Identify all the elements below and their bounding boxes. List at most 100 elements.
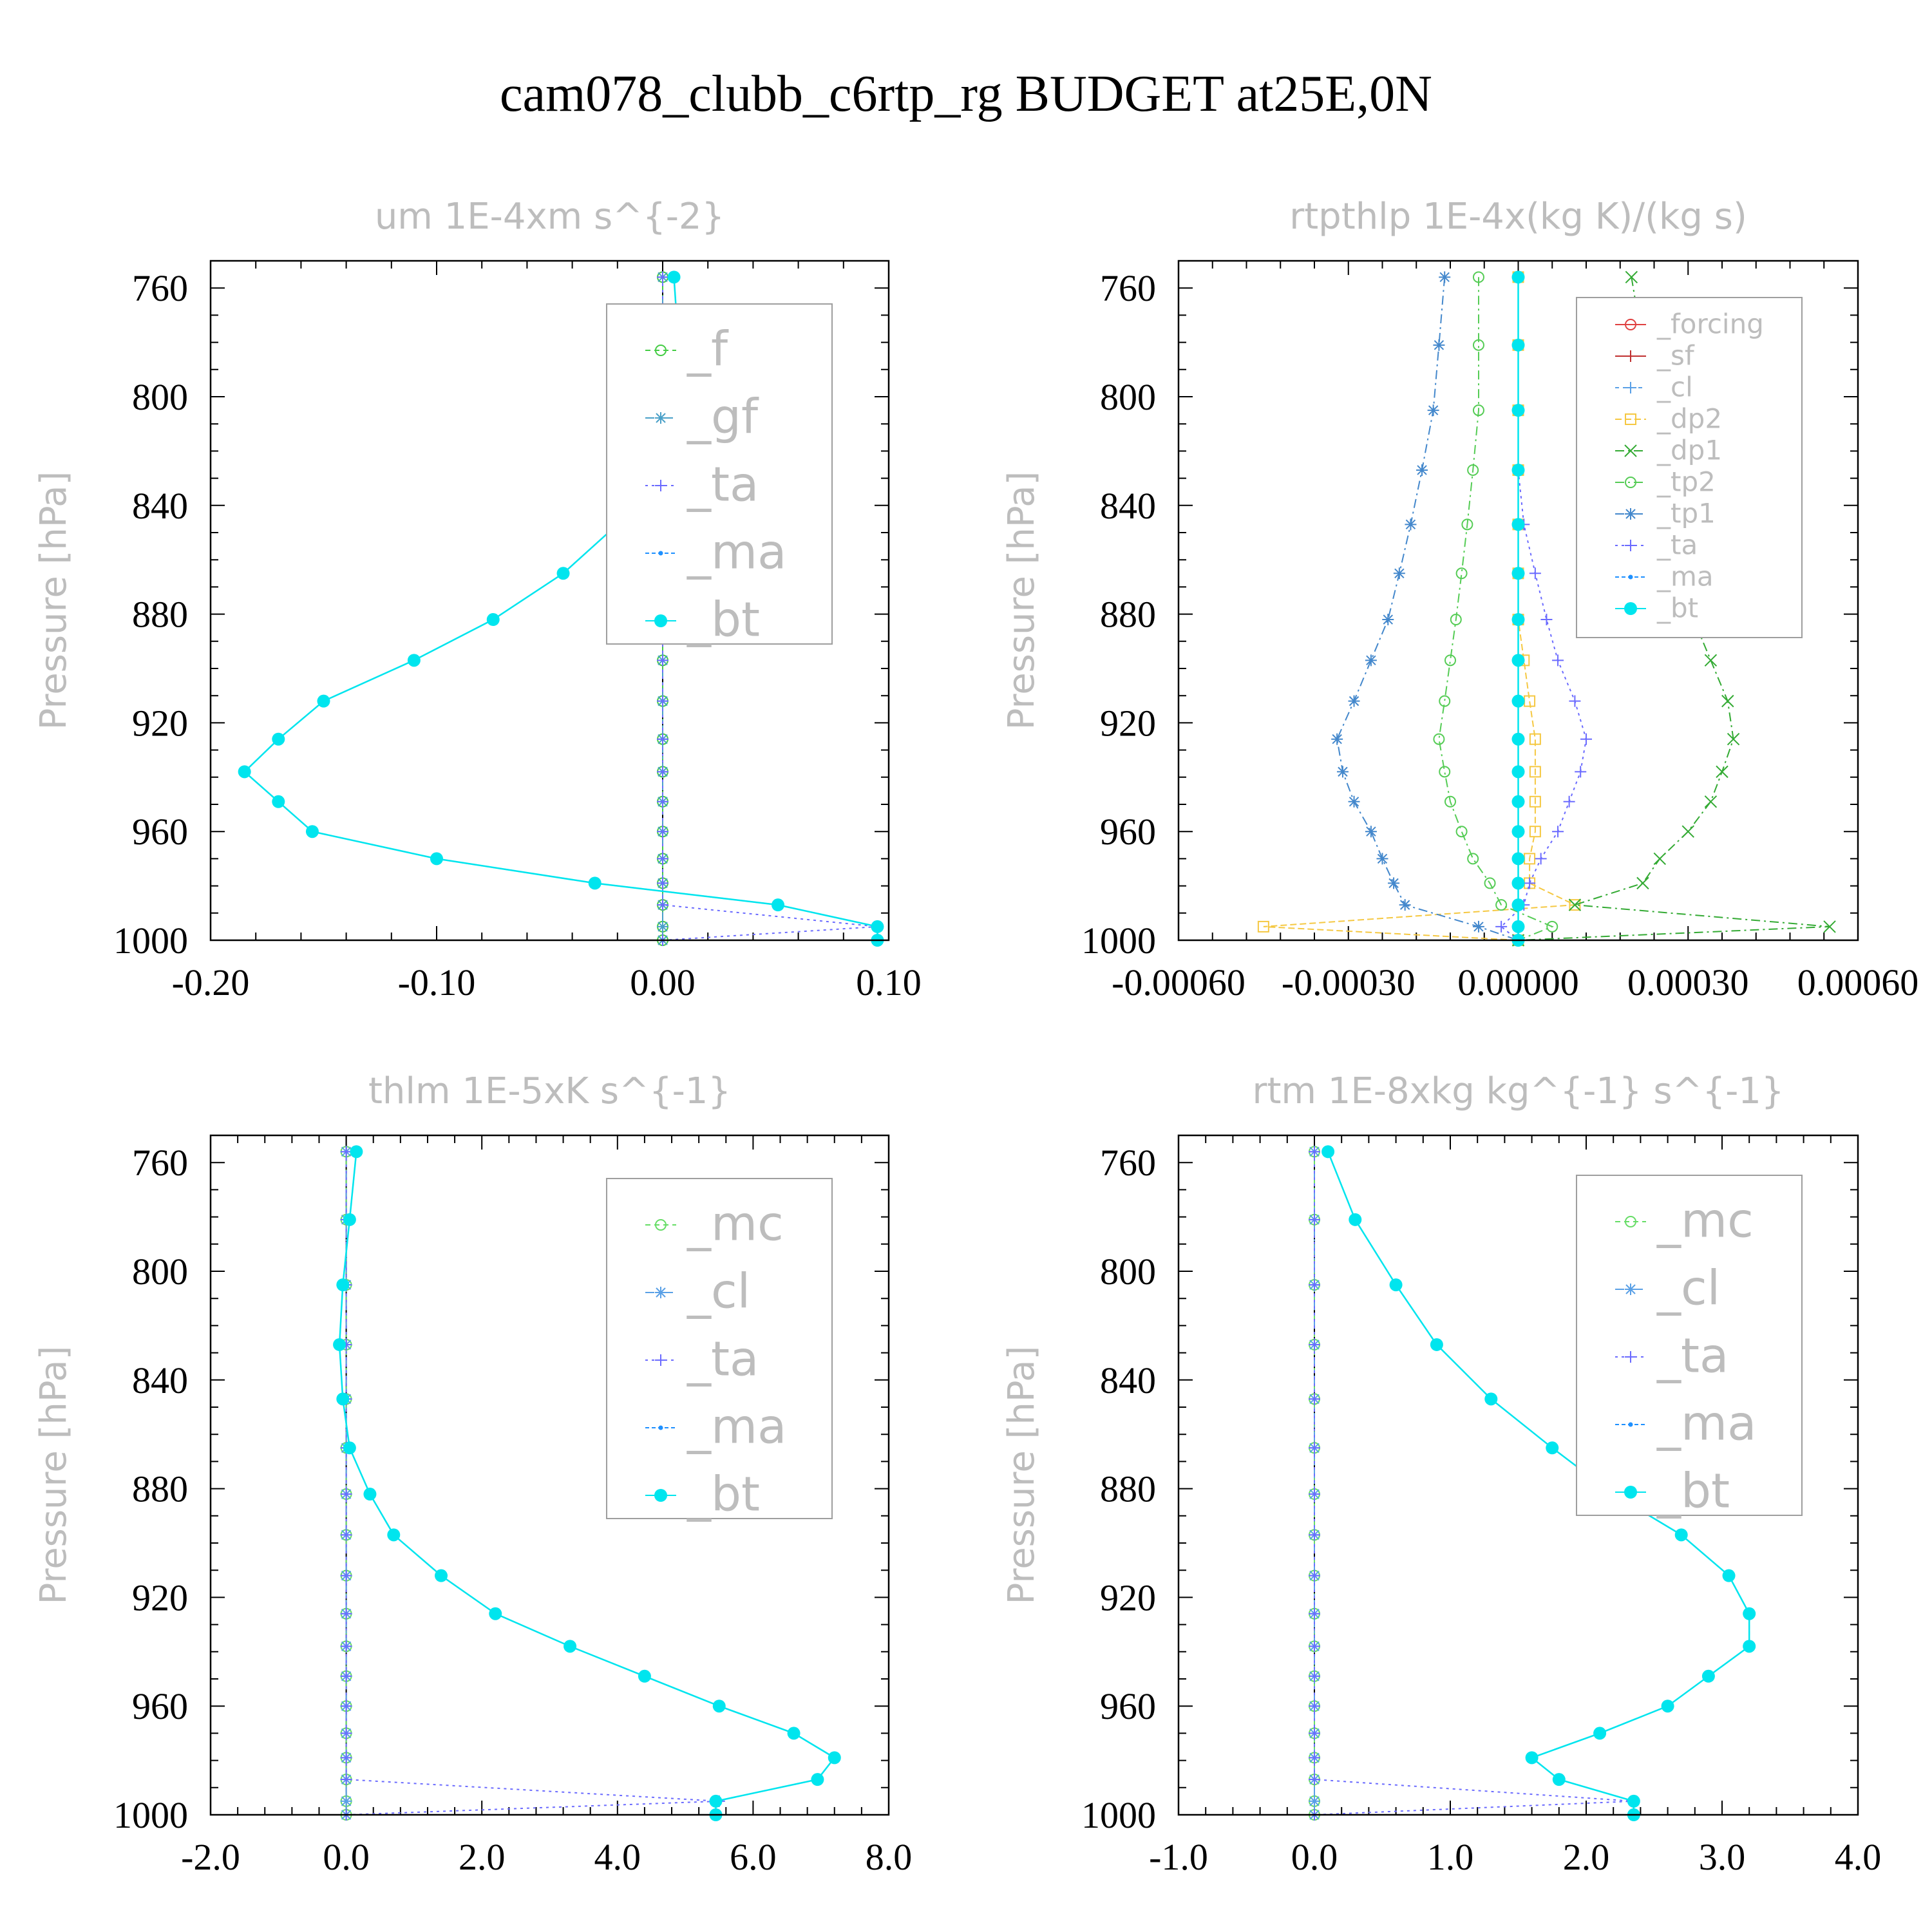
legend-box (1576, 1175, 1803, 1516)
data-point-bt (564, 1640, 577, 1653)
data-point-ta (657, 733, 668, 745)
y-tick-label: 840 (132, 1359, 188, 1401)
legend-marker-cl (655, 1287, 667, 1298)
legend-label: _f (687, 322, 729, 377)
y-tick-label: 840 (1100, 1359, 1156, 1401)
data-point-ta (340, 1607, 352, 1620)
legend-marker-sf (1625, 350, 1636, 362)
data-point-ta (1524, 877, 1536, 889)
y-tick-label: 840 (1100, 485, 1156, 527)
data-point-bt (1546, 1441, 1559, 1455)
x-tick-label: -2.0 (181, 1836, 240, 1878)
data-point-dp2 (1529, 826, 1541, 838)
legend-marker-mc (1625, 1216, 1636, 1227)
y-tick-label: 960 (132, 811, 188, 853)
y-tick-label: 800 (132, 376, 188, 418)
plot-area (1309, 1145, 1756, 1821)
legend-entry-bt: _bt (1615, 1464, 1730, 1519)
x-tick-label: 0.0 (323, 1836, 370, 1878)
legend-box (606, 1178, 833, 1519)
data-point-bt (1511, 270, 1525, 284)
y-tick-label: 880 (132, 1468, 188, 1510)
y-tick-label: 800 (132, 1251, 188, 1293)
data-point-ta (340, 1727, 352, 1739)
y-tick-label: 920 (132, 1577, 188, 1618)
data-point-bt (1511, 765, 1525, 779)
data-point-bt (486, 613, 500, 627)
data-point-ta (1309, 1700, 1320, 1712)
data-point-cl (1309, 1795, 1320, 1807)
chart-panel-2: rtpthlp 1E-4x(kg K)/(kg s) Pressure [hPa]… (1001, 196, 1918, 1003)
data-point-ta (1309, 1393, 1320, 1405)
data-point-ta (1540, 614, 1553, 626)
axis-ticks: 760 800 840 880 920 960 1000-0.00060 -0.00030 0.… (1081, 260, 1918, 1003)
data-point-bt (1430, 1338, 1443, 1351)
legend-label: _bt (687, 1467, 760, 1522)
data-point-dp1 (1823, 920, 1836, 933)
y-tick-label: 880 (1100, 1468, 1156, 1510)
series-bt (1511, 270, 1525, 947)
data-point-bt (1511, 404, 1525, 417)
data-point-dp1 (1721, 694, 1734, 708)
data-point-ta (657, 766, 668, 778)
data-point-bt (336, 1392, 350, 1406)
legend-entry-ta: _ta (1615, 529, 1698, 560)
data-point-dp2 (1529, 795, 1541, 808)
x-tick-label: 0.10 (856, 961, 922, 1003)
data-point-bt (1511, 463, 1525, 477)
legend-label: _tp1 (1656, 497, 1716, 529)
data-point-tp1 (1382, 614, 1394, 626)
data-point-ta (657, 654, 668, 667)
y-tick-label: 1000 (113, 920, 188, 961)
x-tick-label: -0.10 (398, 961, 476, 1003)
data-point-tp2 (1433, 733, 1445, 745)
data-point-ta (1552, 654, 1564, 667)
legend-box (606, 303, 833, 645)
series-bt (333, 1145, 841, 1821)
legend-label: _mc (687, 1197, 784, 1252)
legend-label: _ma (687, 525, 786, 580)
data-point-bt (1511, 795, 1525, 808)
data-point-tp2 (1461, 518, 1473, 531)
legend-entry-ma: _ma (1615, 1396, 1756, 1452)
data-point-ta (1309, 1213, 1320, 1226)
y-tick-label: 960 (1100, 1685, 1156, 1727)
data-point-tp1 (1433, 339, 1445, 351)
data-point-tp2 (1450, 614, 1462, 626)
data-point-ta (1309, 1569, 1320, 1582)
data-point-bt (333, 1338, 346, 1351)
data-point-dp2 (1569, 899, 1581, 911)
data-point-ta (1309, 1752, 1320, 1764)
data-point-ta (340, 1774, 352, 1786)
legend-label: _bt (1656, 1464, 1730, 1519)
data-point-cl (340, 1795, 352, 1807)
legend-label: _ta (687, 1332, 759, 1387)
legend-entry-ta: _ta (645, 1332, 759, 1387)
plot-frame (1177, 260, 1859, 942)
data-point-ta (1529, 567, 1541, 580)
data-point-bt (1627, 1794, 1640, 1808)
legend-label: _forcing (1656, 308, 1764, 339)
data-point-bt (430, 852, 443, 866)
legend-marker-cl (1625, 1283, 1636, 1295)
axis-ticks: 760 800 840 880 920 960 1000-2.0 0.0 2.0 4.0 6.0 8.… (113, 1135, 912, 1878)
chart-panel-4: rtm 1E-8xkg kg^{-1} s^{-1} Pressure [hPa]… (1001, 1070, 1881, 1878)
legend-marker-f (655, 345, 667, 356)
x-tick-label: 0.00030 (1627, 961, 1749, 1003)
y-tick-label: 960 (1100, 811, 1156, 853)
data-point-tp2 (1439, 695, 1451, 707)
y-tick-label: 760 (1100, 1142, 1156, 1184)
data-point-bt (1349, 1213, 1362, 1226)
y-tick-label: 1000 (1081, 1794, 1156, 1836)
data-point-ta (657, 695, 668, 707)
data-point-bt (1511, 825, 1525, 838)
data-point-bt (1722, 1569, 1736, 1582)
y-tick-label: 760 (132, 267, 188, 309)
legend-marker-tp2 (1625, 477, 1636, 488)
legend-entry-tp2: _tp2 (1615, 466, 1716, 497)
plot-frame (1177, 1134, 1859, 1816)
legend-entry-cl: _cl (1615, 371, 1693, 402)
legend-marker-cl (1625, 382, 1636, 393)
data-point-tp1 (1399, 899, 1411, 911)
legend-label: _mc (1656, 1193, 1754, 1249)
